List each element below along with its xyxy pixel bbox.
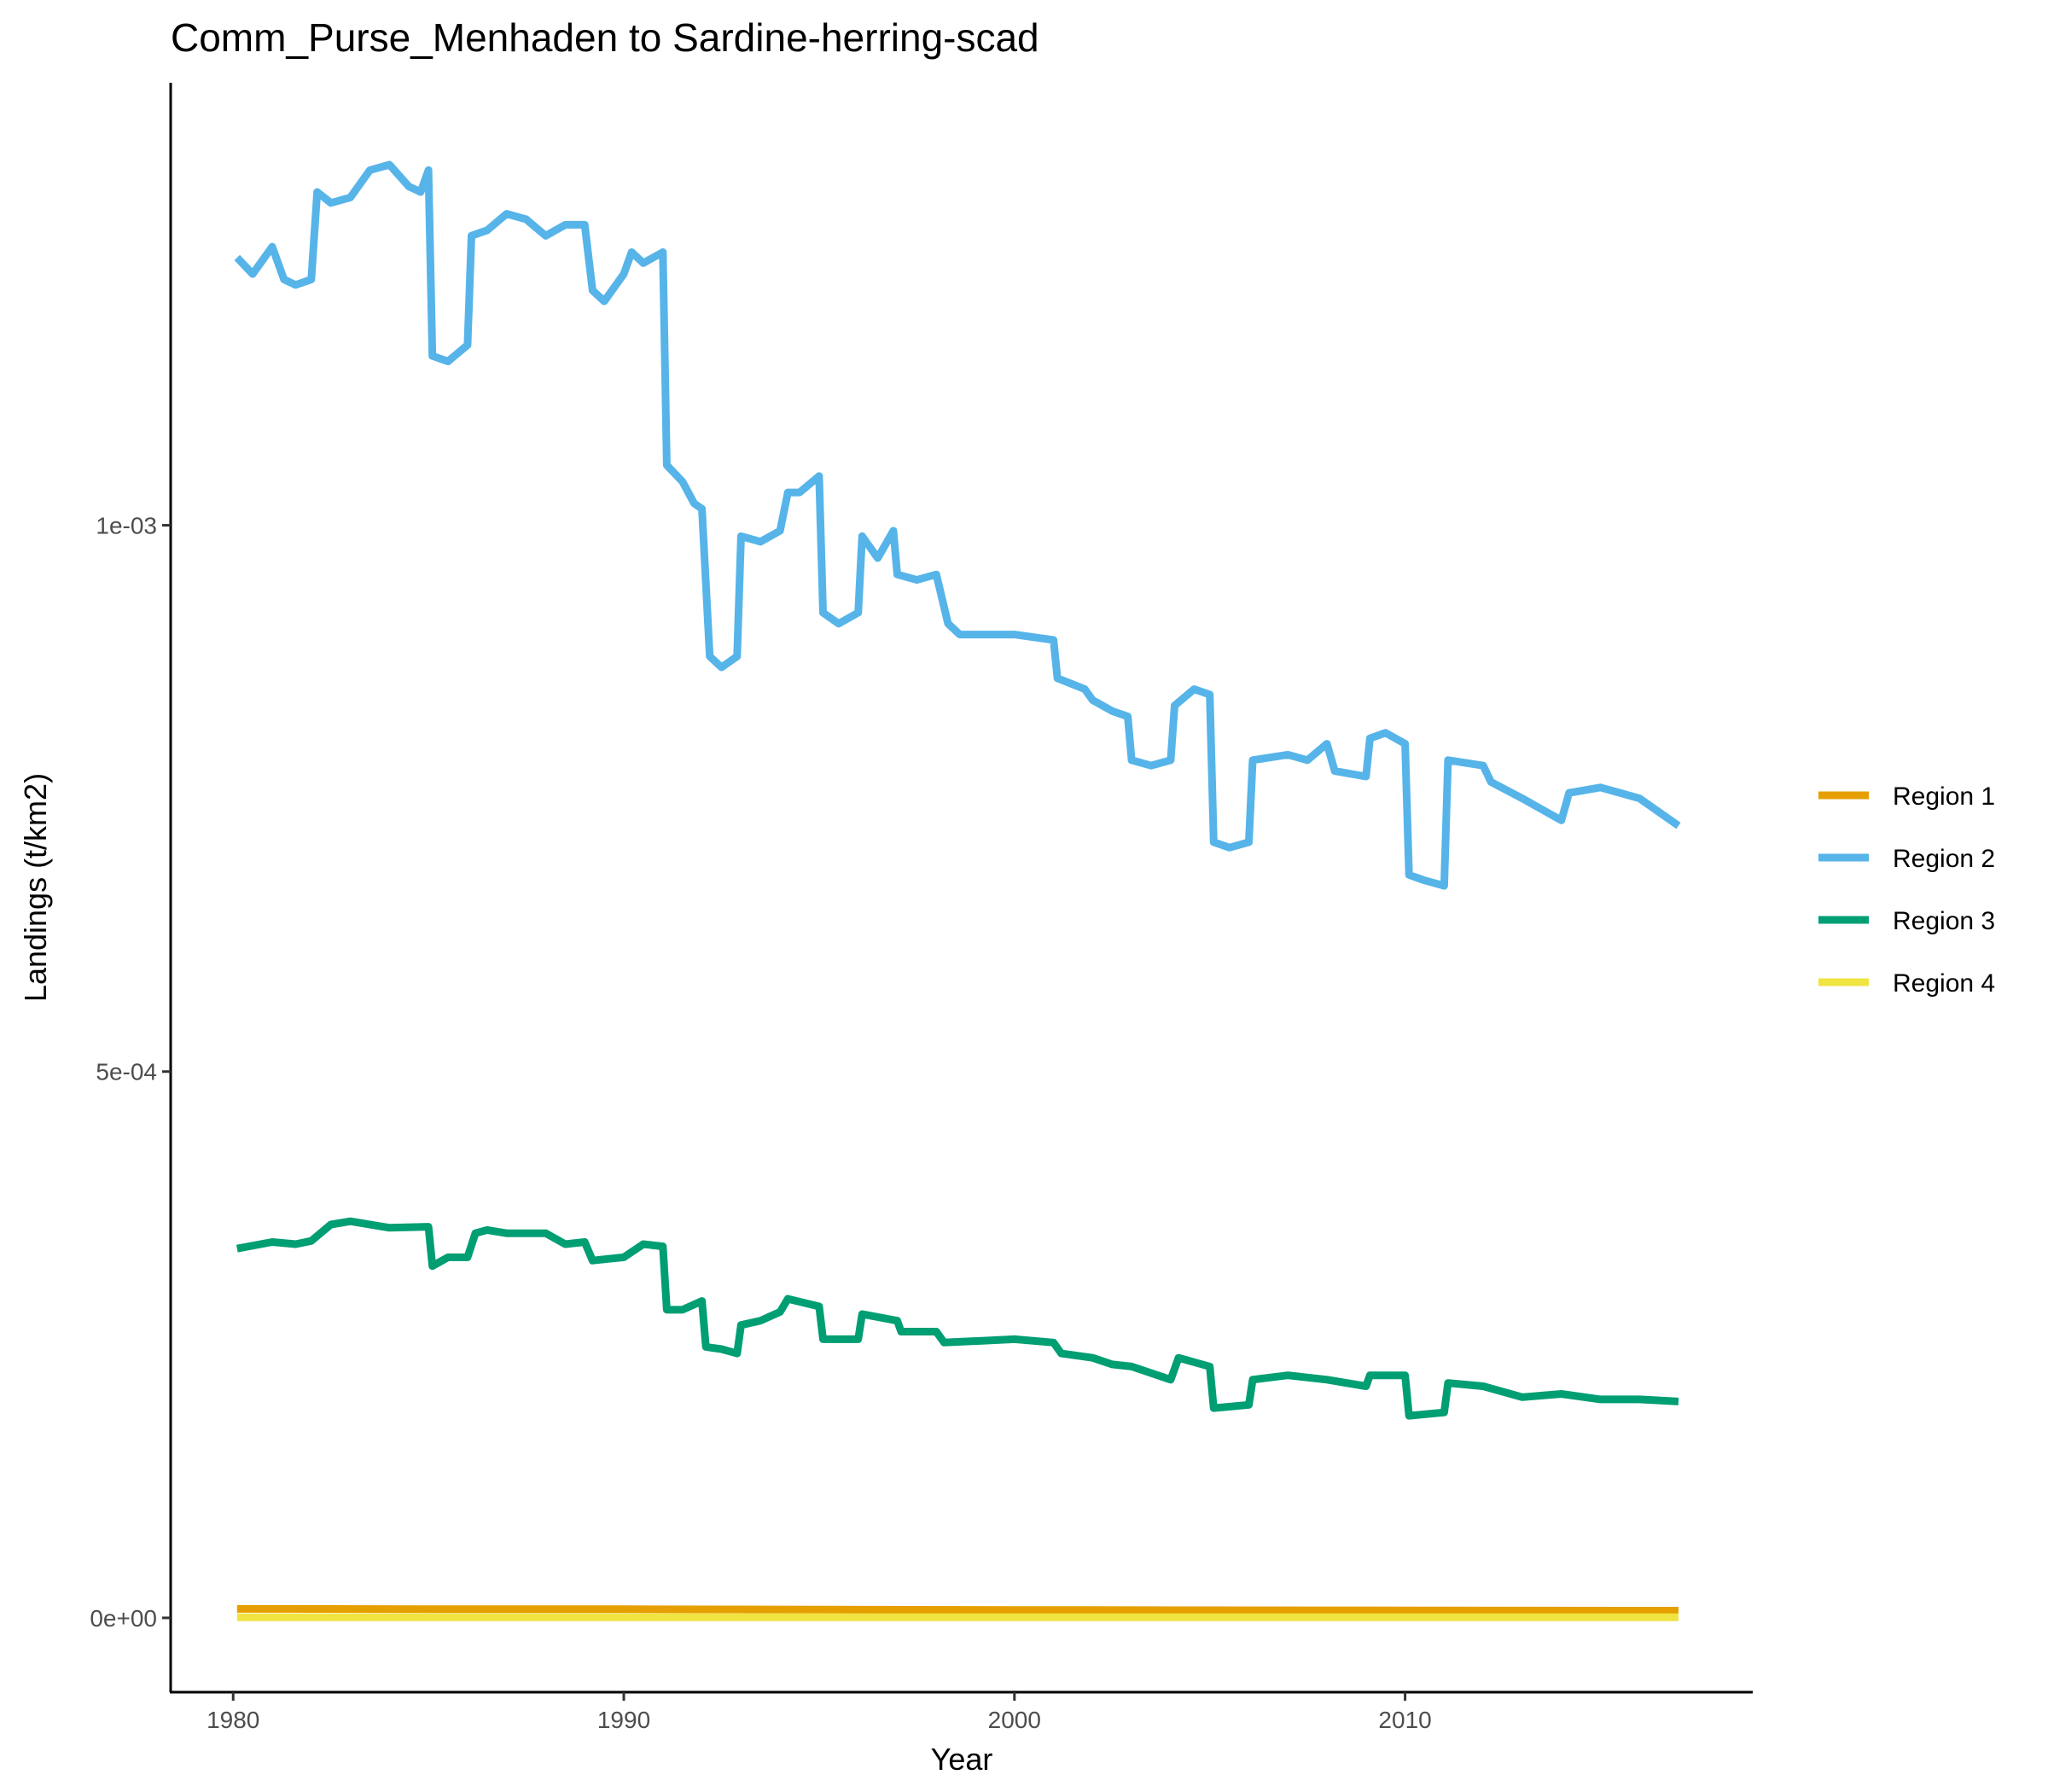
legend: Region 1 Region 2 Region 3 Region 4 xyxy=(1818,783,1995,998)
x-tick-label: 2010 xyxy=(1378,1707,1431,1733)
x-tick-label: 2000 xyxy=(988,1707,1041,1733)
series-line-region-2 xyxy=(234,160,1681,890)
legend-label-region-2: Region 2 xyxy=(1893,845,1995,873)
x-tick-label: 1980 xyxy=(207,1707,259,1733)
x-axis-title: Year xyxy=(931,1742,993,1777)
y-axis-title: Landings (t/km2) xyxy=(18,773,53,1002)
y-tick-label: 1e-03 xyxy=(96,513,157,539)
x-tick-label: 1990 xyxy=(597,1707,650,1733)
y-tick-label: 5e-04 xyxy=(96,1059,157,1085)
legend-label-region-1: Region 1 xyxy=(1893,783,1995,811)
series-layer xyxy=(234,160,1681,1621)
y-tick-label: 0e+00 xyxy=(90,1605,157,1632)
chart-title: Comm_Purse_Menhaden to Sardine-herring-s… xyxy=(171,15,1039,60)
x-axis-ticks: 1980 1990 2000 2010 xyxy=(207,1692,1432,1733)
series-line-region-3 xyxy=(236,1217,1679,1420)
legend-label-region-3: Region 3 xyxy=(1893,907,1995,935)
y-axis-ticks: 0e+00 5e-04 1e-03 xyxy=(90,513,171,1632)
legend-label-region-4: Region 4 xyxy=(1893,969,1995,998)
series-line-region-1 xyxy=(236,1604,1679,1615)
